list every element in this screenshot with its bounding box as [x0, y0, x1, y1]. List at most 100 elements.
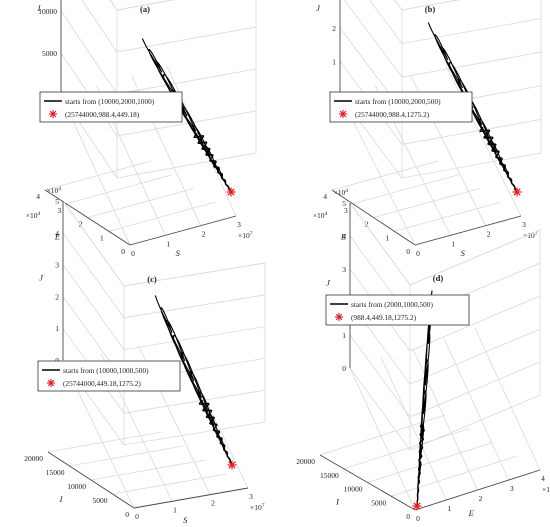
y-multiplier-exp: 4	[37, 211, 40, 217]
z-tick-label: 5	[55, 197, 59, 206]
panel-label: (d)	[433, 273, 444, 283]
legend-box	[325, 294, 470, 326]
y-axis-label: E	[340, 232, 347, 242]
y-tick-label: 1	[386, 233, 390, 242]
x-tick-label: 0	[416, 514, 420, 523]
legend-marker-swatch	[49, 110, 57, 118]
y-tick-label: 20000	[24, 454, 43, 463]
y-tick-label: 0	[406, 512, 410, 521]
legend-point-label: (25744000,988.4,449.18)	[65, 110, 140, 119]
chart-panel-1: 05000100001500020000I0123×107S01234×104E…	[26, 0, 257, 258]
legend-point-label: (25744000,449.18,1275.2)	[63, 379, 141, 388]
y-tick-label: 5000	[93, 496, 108, 505]
equilibrium-marker	[412, 501, 422, 511]
floor-gridline-y	[47, 431, 163, 453]
x-axis-line	[414, 469, 541, 511]
x-multiplier: ×107	[523, 231, 538, 240]
x-tick-label: 3	[510, 484, 514, 493]
floor-gridline-x	[349, 367, 416, 511]
panel-label: (b)	[425, 4, 436, 14]
floor-gridline-y	[331, 160, 439, 191]
panel-label: (a)	[140, 4, 150, 14]
floor-gridline-x	[380, 357, 447, 501]
z-gridline	[349, 334, 541, 418]
floor-gridline-y	[394, 201, 501, 232]
floor-gridline-x	[445, 65, 522, 217]
x-multiplier-base: ×10	[250, 503, 262, 512]
x-multiplier: ×107	[238, 231, 253, 240]
legend-marker-swatch	[339, 110, 347, 118]
x-multiplier-base: ×10	[238, 231, 250, 240]
z-multiplier: ×104	[47, 186, 62, 195]
floor-gridline-y	[112, 473, 227, 495]
y-tick-label: 20000	[296, 457, 315, 466]
marker-stroke	[413, 502, 421, 510]
x-tick-label: 1	[447, 504, 451, 513]
equilibrium-marker	[226, 187, 236, 197]
floor-gridline-x	[474, 327, 541, 471]
legend-line-label: starts from (10000,1000,500)	[63, 366, 149, 375]
z-gridline	[349, 301, 541, 385]
y-axis-line	[319, 454, 416, 511]
z-multiplier-exp: 4	[58, 186, 61, 192]
y-tick-label: 0	[406, 247, 410, 256]
y-tick-label: 2	[79, 220, 83, 229]
x-tick-label: 1	[173, 505, 177, 514]
x-tick-label: 1	[166, 239, 170, 248]
y-tick-label: 3	[58, 206, 62, 215]
x-axis-label: E	[468, 508, 475, 518]
z-multiplier-exp: 4	[345, 188, 348, 194]
z-gridline	[349, 202, 541, 286]
y-tick-label: 15000	[320, 471, 339, 480]
legend-point-label: (25744000,988.4,1275.2)	[355, 110, 430, 119]
z-tick-label: 4	[342, 232, 346, 241]
x-tick-label: 2	[487, 230, 491, 239]
legend-marker-stroke	[47, 379, 55, 387]
z-axis-label: I	[37, 3, 42, 13]
floor-gridline-y	[343, 428, 469, 470]
box-back-edges	[339, 0, 542, 153]
y-axis-line	[44, 189, 131, 246]
legend-marker-stroke	[49, 110, 57, 118]
z-tick-label: 1	[55, 324, 59, 333]
y-tick-label: 4	[36, 192, 40, 201]
marker-stroke	[228, 461, 236, 469]
z-gridline	[109, 0, 175, 11]
panel-label: (c)	[147, 274, 157, 284]
x-multiplier-exp: 7	[535, 231, 538, 237]
z-gridline	[62, 232, 266, 319]
z-multiplier-base: ×10	[334, 188, 346, 197]
floor-gridline-x	[412, 347, 478, 491]
z-multiplier: ×104	[334, 188, 349, 197]
z-tick-label: 1	[332, 57, 336, 66]
y-tick-label: 0	[125, 510, 129, 519]
legend-point-label: (988.4,449.18,1275.2)	[351, 313, 417, 322]
floor-gridline-y	[367, 442, 493, 483]
equilibrium-marker	[512, 187, 522, 197]
x-tick-label: 2	[202, 230, 206, 239]
x-tick-label: 2	[211, 499, 215, 508]
legend-line-label: starts from (2000,1000,500)	[351, 300, 433, 309]
trajectory-dense	[198, 399, 233, 466]
floor-gridline-y	[87, 188, 194, 218]
z-tick-label: 10000	[38, 7, 57, 16]
z-multiplier-base: ×10	[47, 186, 59, 195]
x-multiplier-exp: 7	[262, 503, 265, 509]
marker-stroke	[513, 188, 521, 196]
x-axis-line	[133, 487, 249, 509]
z-gridline	[62, 200, 266, 287]
z-gridline	[343, 0, 542, 78]
chart-panel-4: 012345×104J01234×104E0500010000150002000…	[296, 188, 550, 523]
x-multiplier-base: ×10	[542, 485, 550, 494]
z-tick-label: 2	[55, 292, 59, 301]
legend-marker-swatch	[335, 313, 343, 321]
x-tick-label: 0	[416, 249, 420, 258]
floor-gridline-y	[44, 160, 152, 191]
z-gridline	[349, 367, 541, 451]
y-multiplier-base: ×10	[313, 211, 325, 220]
floor-gridline-x	[443, 337, 510, 481]
box-back-edges	[60, 0, 257, 153]
z-gridline	[62, 264, 266, 351]
z-tick-label: 3	[342, 265, 346, 274]
